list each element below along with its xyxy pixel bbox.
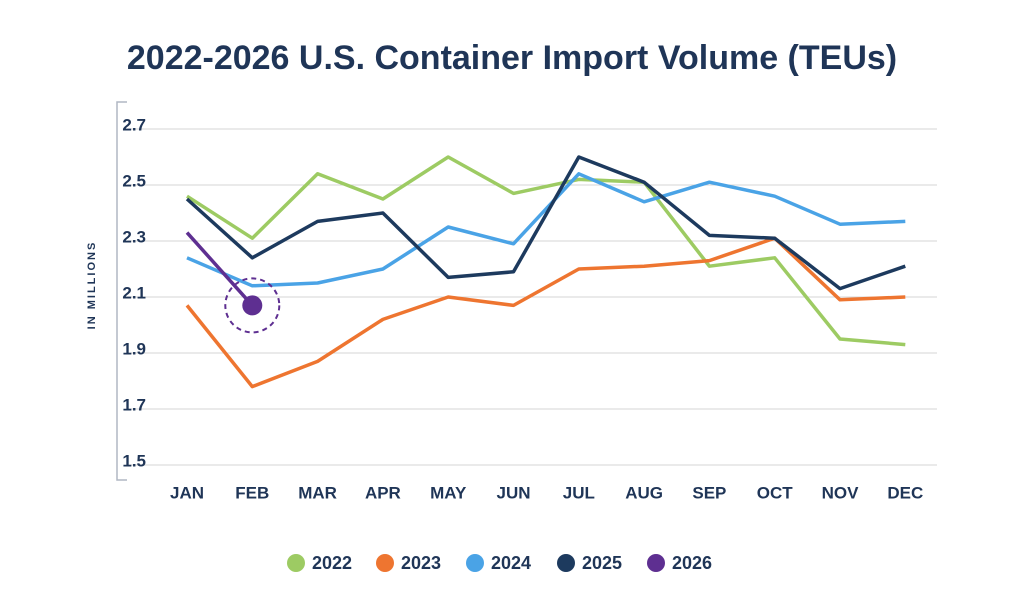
x-tick-label: AUG xyxy=(625,483,663,502)
y-tick-label: 1.5 xyxy=(122,451,146,470)
x-tick-label: JUN xyxy=(496,483,530,502)
legend-swatch xyxy=(647,554,665,572)
legend-label: 2022 xyxy=(312,553,352,573)
y-axis-label: IN MILLIONS xyxy=(86,241,98,330)
x-tick-label: NOV xyxy=(822,483,860,502)
legend-label: 2024 xyxy=(491,553,531,573)
x-tick-label: SEP xyxy=(692,483,726,502)
series-line xyxy=(186,155,906,347)
series-line xyxy=(185,155,906,291)
series-line xyxy=(185,236,906,389)
legend-swatch xyxy=(466,554,484,572)
x-tick-label: MAY xyxy=(430,483,467,502)
x-tick-label: OCT xyxy=(757,483,794,502)
legend-label: 2026 xyxy=(672,553,712,573)
y-tick-label: 1.7 xyxy=(122,395,146,414)
y-tick-label: 2.5 xyxy=(122,171,146,190)
legend-label: 2023 xyxy=(401,553,441,573)
y-tick-label: 2.7 xyxy=(122,115,146,134)
y-tick-label: 1.9 xyxy=(122,339,146,358)
latest-point xyxy=(242,295,263,316)
series-line xyxy=(186,172,906,288)
legend-swatch xyxy=(557,554,575,572)
legend-swatch xyxy=(376,554,394,572)
x-tick-label: JUL xyxy=(563,483,595,502)
legend-swatch xyxy=(287,554,305,572)
x-tick-label: MAR xyxy=(298,483,337,502)
x-tick-label: FEB xyxy=(235,483,269,502)
y-tick-label: 2.3 xyxy=(122,227,146,246)
x-tick-label: JAN xyxy=(170,483,204,502)
chart-title: 2022-2026 U.S. Container Import Volume (… xyxy=(127,39,897,77)
series-line xyxy=(185,231,254,307)
y-tick-label: 2.1 xyxy=(122,283,146,302)
x-tick-label: APR xyxy=(365,483,401,502)
highlight-ring xyxy=(224,277,281,334)
legend-label: 2025 xyxy=(582,553,622,573)
axis-bracket xyxy=(116,101,127,481)
x-tick-label: DEC xyxy=(887,483,923,502)
